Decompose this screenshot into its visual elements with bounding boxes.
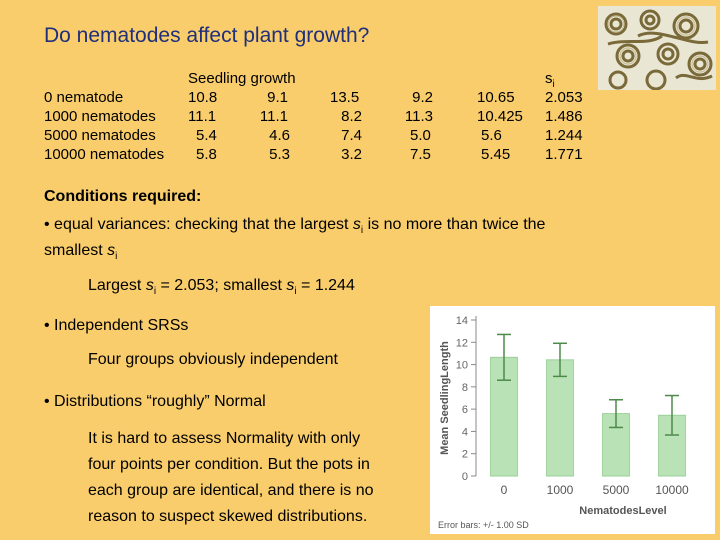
si-header: si xyxy=(545,70,555,90)
variance-sub-2: i xyxy=(115,251,118,263)
smallest-s: s xyxy=(286,277,295,294)
y-tick-label: 2 xyxy=(462,449,468,461)
table-cell: 3.2 xyxy=(341,146,362,163)
page-title: Do nematodes affect plant growth? xyxy=(44,24,370,47)
table-cell: 9.2 xyxy=(412,89,433,106)
bar-chart-panel: 0 2 4 6 8 10 12 14 Mean SeedlingLength 0 1000 5000 1… xyxy=(430,306,715,534)
srs-text: Four groups obviously independent xyxy=(88,351,338,368)
bar xyxy=(546,359,574,477)
seedling-growth-header: Seedling growth xyxy=(188,70,296,87)
table-si: 1.486 xyxy=(545,108,583,125)
table-cell: 11.1 xyxy=(259,108,288,125)
y-tick-label: 14 xyxy=(456,315,468,327)
nematode-photo xyxy=(598,6,716,91)
x-tick-label: 0 xyxy=(501,483,508,497)
table-cell: 5.8 xyxy=(196,146,217,163)
table-cell: 11.1 xyxy=(188,108,217,125)
largest-mid: = 2.053; smallest xyxy=(156,277,287,294)
table-mean: 5.6 xyxy=(481,127,502,144)
variance-text-pre: • equal variances: checking that the lar… xyxy=(44,216,353,233)
table-cell: 4.6 xyxy=(269,127,290,144)
y-tick-label: 10 xyxy=(456,360,468,372)
table-si: 2.053 xyxy=(545,89,583,106)
largest-post: = 1.244 xyxy=(296,277,355,294)
table-cell: 5.0 xyxy=(410,127,431,144)
si-header-s: s xyxy=(545,70,553,87)
largest-sub: i xyxy=(153,286,157,298)
variance-s-2: s xyxy=(107,242,116,259)
y-tick-label: 0 xyxy=(462,471,468,483)
y-tick-label: 8 xyxy=(462,382,468,394)
y-axis-title: Mean SeedlingLength xyxy=(439,341,451,455)
table-mean: 5.45 xyxy=(481,146,511,163)
table-cell: 7.5 xyxy=(410,146,431,163)
table-cell: 10.8 xyxy=(188,89,218,106)
row-label: 10000 nematodes xyxy=(44,146,165,163)
error-bar-footnote: Error bars: +/- 1.00 SD xyxy=(438,520,529,530)
table-si: 1.771 xyxy=(545,146,583,163)
variance-line-1: • equal variances: checking that the lar… xyxy=(44,216,545,236)
variance-sub: i xyxy=(360,225,364,237)
row-label: 0 nematode xyxy=(44,89,124,106)
variance-line-2: smallest si xyxy=(44,242,117,262)
table-cell: 11.3 xyxy=(404,108,433,125)
y-tick-label: 4 xyxy=(462,426,468,438)
normal-text-line: four points per condition. But the pots … xyxy=(88,456,370,473)
normal-bullet: • Distributions “roughly” Normal xyxy=(44,393,266,410)
smallest-sub: i xyxy=(294,286,297,298)
largest-smallest-line: Largest si = 2.053; smallest si = 1.244 xyxy=(88,277,355,297)
x-tick-label: 1000 xyxy=(547,483,574,497)
normal-text-line: each group are identical, and there is n… xyxy=(88,482,374,499)
x-tick-label: 10000 xyxy=(655,483,689,497)
normal-text-line: It is hard to assess Normality with only xyxy=(88,430,361,447)
bar-chart: 0 2 4 6 8 10 12 14 Mean SeedlingLength 0 1000 5000 1… xyxy=(438,315,689,530)
variance-text-smallest: smallest xyxy=(44,242,108,259)
table-si: 1.244 xyxy=(545,127,583,144)
table-cell: 5.4 xyxy=(196,127,217,144)
largest-s: s xyxy=(145,277,154,294)
table-cell: 9.1 xyxy=(267,89,288,106)
y-tick-label: 12 xyxy=(456,337,468,349)
row-label: 5000 nematodes xyxy=(44,127,156,144)
table-cell: 13.5 xyxy=(330,89,360,106)
si-header-i: i xyxy=(552,79,555,90)
table-cell: 5.3 xyxy=(269,146,290,163)
x-axis-title: NematodesLevel xyxy=(579,505,666,517)
srs-bullet: • Independent SRSs xyxy=(44,317,189,334)
table-cell: 7.4 xyxy=(341,127,362,144)
normal-text-line: reason to suspect skewed distributions. xyxy=(88,508,368,525)
table-mean: 10.65 xyxy=(477,89,515,106)
variance-s: s xyxy=(352,216,361,233)
variance-text-post: is no more than twice the xyxy=(363,216,546,233)
row-label: 1000 nematodes xyxy=(44,108,156,125)
table-cell: 8.2 xyxy=(341,108,362,125)
conditions-heading: Conditions required: xyxy=(44,188,202,205)
y-tick-label: 6 xyxy=(462,404,468,416)
largest-pre: Largest xyxy=(88,277,146,294)
x-tick-label: 5000 xyxy=(603,483,630,497)
table-mean: 10.425 xyxy=(477,108,523,125)
nematode-photo-image xyxy=(598,6,716,91)
